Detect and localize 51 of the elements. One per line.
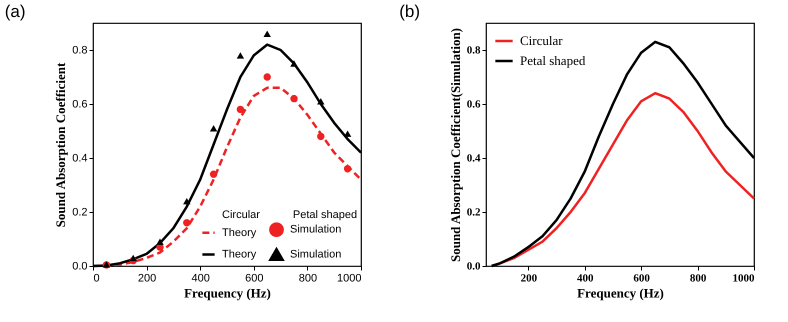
y-tick-label: 0.8 <box>72 44 88 56</box>
point <box>129 254 137 262</box>
point <box>290 94 298 102</box>
point <box>183 198 191 204</box>
annotation: Petal shaped <box>292 209 358 221</box>
legend-label: Theory <box>222 248 257 260</box>
x-axis-title: Frequency (Hz) <box>577 286 664 300</box>
x-tick-label: 200 <box>138 272 156 284</box>
point <box>263 73 271 81</box>
y-tick-label: 0.2 <box>72 206 88 218</box>
x-tick-label: 200 <box>520 272 538 284</box>
y-tick-label: 0.0 <box>466 260 481 272</box>
chart-title: (b) <box>399 2 420 21</box>
x-tick-label: 400 <box>576 272 594 284</box>
y-tick-label: 0.4 <box>466 152 481 164</box>
y-tick-label: 0.2 <box>466 206 481 218</box>
x-tick-label: 400 <box>192 272 210 284</box>
y-tick-label: 0.4 <box>72 152 88 164</box>
point <box>263 30 271 38</box>
x-tick-label: 800 <box>298 272 318 284</box>
y-axis-title: Sound Absorption Coefficient <box>53 62 68 228</box>
point <box>183 219 191 226</box>
y-tick-label: 0.6 <box>466 98 481 110</box>
x-axis-title: Frequency (Hz) <box>184 286 271 300</box>
x-tick-label: 800 <box>690 272 707 284</box>
point <box>317 132 325 140</box>
legend-label: Circular <box>520 33 564 48</box>
x-tick-label: 1000 <box>337 272 362 284</box>
legend-label: Petal shaped <box>520 53 586 68</box>
legend-label: Simulation <box>290 248 342 260</box>
point <box>236 52 244 59</box>
point <box>210 125 218 132</box>
legend-label: Theory <box>222 226 257 239</box>
point <box>344 165 352 172</box>
point <box>236 106 244 114</box>
point <box>317 98 325 105</box>
y-tick-label: 0.6 <box>72 98 88 110</box>
chart-title: (a) <box>4 2 26 21</box>
x-tick-label: 600 <box>633 272 650 284</box>
y-tick-label: 0.8 <box>466 44 481 56</box>
point <box>290 60 298 67</box>
annotation: Circular <box>222 209 260 221</box>
point <box>156 238 164 245</box>
y-axis-title: Sound Absorption Coefficient(Simulation) <box>448 28 463 262</box>
point <box>344 130 352 137</box>
point <box>210 170 218 178</box>
x-tick-label: 0 <box>94 272 100 284</box>
x-tick-label: 600 <box>245 272 264 284</box>
y-tick-label: 0.0 <box>72 260 88 272</box>
x-tick-label: 1000 <box>732 272 755 284</box>
legend-label: Simulation <box>290 224 342 236</box>
